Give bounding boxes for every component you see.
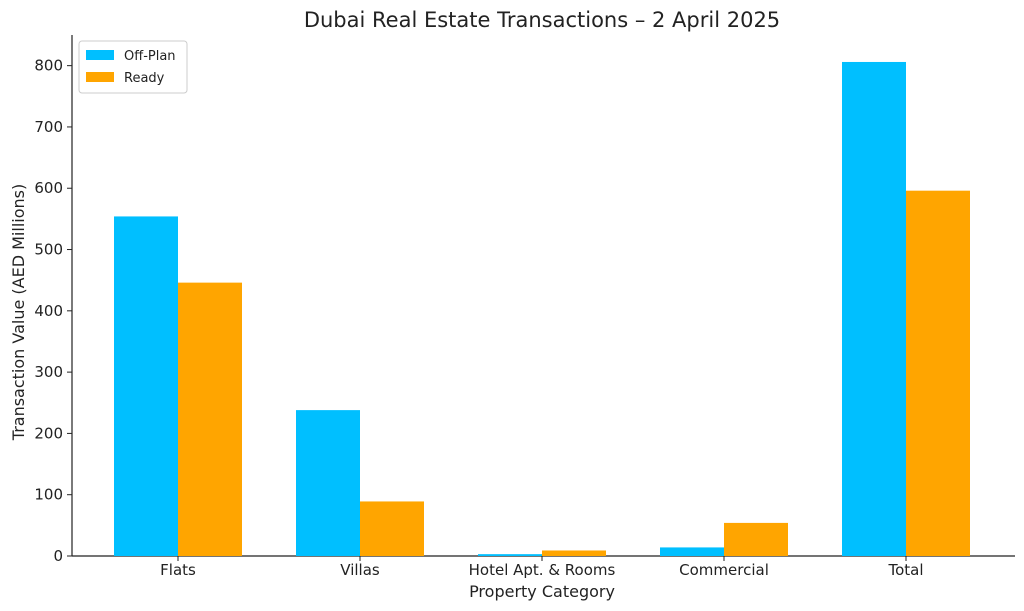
bar-off-plan-hotel-apt-rooms [478,554,542,556]
x-tick-label: Villas [340,561,380,579]
bar-ready-commercial [724,522,788,556]
legend: Off-Plan Ready [78,40,188,94]
legend-entry: Ready [124,71,165,86]
legend-swatch [86,50,114,60]
bar-off-plan-commercial [660,547,724,556]
x-axis-label: Property Category [469,582,615,601]
bar-ready-total [906,190,970,556]
x-tick-label: Hotel Apt. & Rooms [469,561,616,579]
bar-ready-hotel-apt-rooms [542,550,606,556]
y-tick-label: 600 [34,179,63,197]
plot-area: 0 100 200 300 400 500 600 700 800 Flats Villas Hote… [34,35,1015,579]
x-tick-label: Commercial [679,561,769,579]
y-tick-label: 500 [34,241,63,259]
bar-ready-villas [360,501,424,556]
y-tick-label: 700 [34,118,63,136]
bar-off-plan-total [842,61,906,556]
legend-swatch [86,72,114,82]
bar-off-plan-villas [296,410,360,556]
y-axis-label: Transaction Value (AED Millions) [9,184,28,441]
y-tick-label: 100 [34,486,63,504]
bar-off-plan-flats [114,216,178,556]
y-tick-label: 300 [34,363,63,381]
y-tick-label: 200 [34,424,63,442]
bar-ready-flats [178,282,242,556]
y-tick-label: 800 [34,57,63,75]
y-tick-label: 0 [53,547,63,565]
x-tick-label: Flats [160,561,196,579]
legend-entry: Off-Plan [124,49,176,64]
y-tick-label: 400 [34,302,63,320]
x-tick-label: Total [887,561,923,579]
chart-title: Dubai Real Estate Transactions – 2 April… [304,8,780,32]
